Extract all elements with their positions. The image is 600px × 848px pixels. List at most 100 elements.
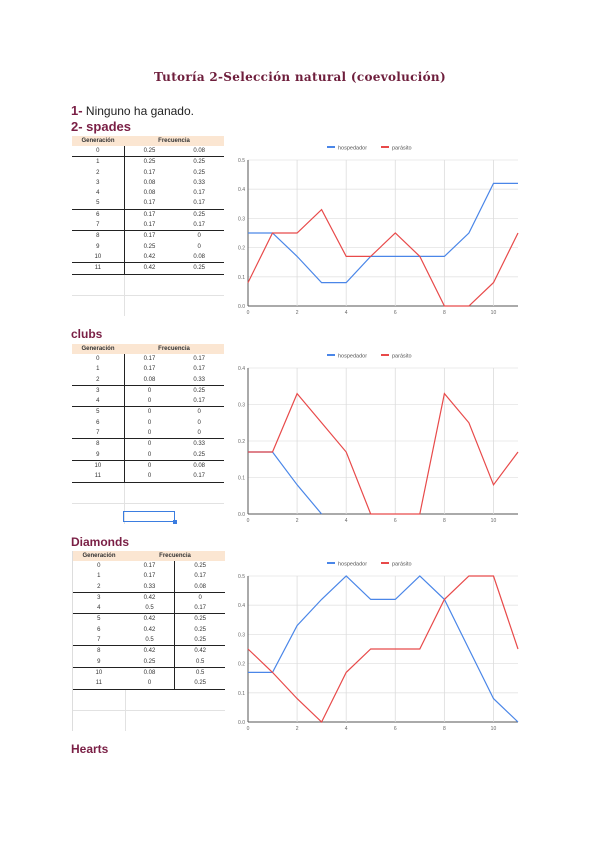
table-row: 2 0.08 0.33 [72, 374, 224, 385]
cell-parasite-frequency: 0.25 [174, 678, 225, 689]
cell-host-frequency: 0.17 [123, 220, 175, 231]
svg-text:0.0: 0.0 [238, 720, 245, 726]
svg-text:6: 6 [394, 518, 397, 524]
svg-text:0.1: 0.1 [238, 691, 245, 697]
svg-text:6: 6 [394, 726, 397, 732]
empty-row [73, 688, 225, 710]
cell-generation: 2 [96, 169, 100, 176]
svg-text:0.3: 0.3 [238, 216, 245, 222]
table-row: 5 0 0 [72, 406, 224, 418]
svg-text:0.1: 0.1 [238, 476, 245, 482]
cell-host-frequency: 0.5 [145, 605, 154, 612]
cell-parasite-frequency: 0.17 [193, 222, 205, 229]
table-row: 2 0.17 0.25 [72, 167, 224, 178]
cell-host-frequency: 0 [123, 449, 175, 460]
empty-row [72, 502, 224, 524]
header-frequency: Frecuencia [158, 346, 190, 352]
cell-generation: 8 [97, 648, 101, 655]
cell-generation: 1 [96, 159, 100, 166]
svg-text:hospedador: hospedador [338, 562, 367, 568]
cell-generation: 10 [94, 253, 102, 260]
table-row: 9 0.25 0 [72, 241, 224, 252]
table-row: 0 0.25 0.08 [72, 146, 224, 157]
table-row: 4 0.5 0.17 [73, 603, 225, 614]
svg-text:0.3: 0.3 [238, 403, 245, 409]
cell-parasite-frequency: 0.08 [193, 462, 205, 469]
table-row: 5 0.42 0.25 [73, 613, 225, 625]
cell-generation: 0 [97, 563, 101, 569]
table-row: 7 0.5 0.25 [73, 635, 225, 646]
cell-parasite-frequency: 0.17 [174, 571, 225, 582]
cell-generation: 5 [96, 200, 100, 207]
table-row: 5 0.17 0.17 [72, 198, 224, 209]
cell-generation: 9 [96, 451, 100, 458]
table-row: 8 0.42 0.42 [73, 645, 225, 657]
cell-parasite-frequency: 0.25 [174, 561, 225, 572]
cell-host-frequency: 0.42 [143, 594, 156, 601]
header-frequency: Frecuencia [158, 138, 190, 144]
section-title-hearts: Hearts [71, 742, 109, 756]
chart-legend: hospedador parásito [327, 354, 412, 360]
cell-generation: 11 [94, 473, 101, 480]
svg-text:4: 4 [345, 518, 348, 524]
cell-host-frequency: 0.17 [123, 198, 175, 209]
svg-text:hospedador: hospedador [338, 146, 367, 152]
section-title-clubs: clubs [71, 327, 103, 341]
table-row: 2 0.33 0.08 [73, 581, 225, 592]
table-row: 11 0.42 0.25 [72, 262, 224, 274]
cell-parasite-frequency: 0.33 [193, 179, 205, 186]
cell-parasite-frequency: 0.25 [193, 169, 205, 176]
cell-parasite-frequency: 0.42 [174, 646, 225, 657]
cell-host-frequency: 0.42 [123, 251, 175, 263]
cell-host-frequency: 0.17 [123, 167, 175, 178]
svg-text:4: 4 [345, 310, 348, 316]
series-line [247, 208, 519, 307]
cell-host-frequency: 0.08 [143, 669, 156, 676]
cell-host-frequency: 0 [123, 428, 175, 439]
cell-host-frequency: 0.25 [123, 157, 175, 168]
cell-host-frequency: 0.17 [123, 231, 175, 242]
cell-generation: 6 [97, 626, 101, 633]
cell-host-frequency: 0.25 [143, 658, 156, 665]
cell-generation: 5 [97, 616, 101, 623]
svg-text:4: 4 [345, 726, 348, 732]
empty-row [72, 273, 224, 295]
table-row: 6 0.42 0.25 [73, 624, 225, 636]
series-line [247, 575, 519, 723]
table-row: 8 0.17 0 [72, 230, 224, 242]
cell-host-frequency: 0.17 [123, 354, 175, 365]
clubs-chart: hospedador parásito 0.0 0.1 0.2 0.3 0.4 0 2 4 6 8 10 [230, 348, 520, 526]
svg-text:0: 0 [247, 518, 250, 524]
section-title-spades: 2- spades [71, 119, 131, 134]
cell-generation: 6 [96, 211, 100, 218]
cell-generation: 10 [95, 669, 103, 676]
empty-row [73, 709, 225, 731]
svg-text:0: 0 [247, 726, 250, 732]
cell-host-frequency: 0.5 [145, 637, 154, 644]
svg-text:parásito: parásito [392, 146, 412, 152]
table-row: 6 0 0 [72, 417, 224, 429]
cell-parasite-frequency: 0.25 [193, 451, 205, 458]
cell-parasite-frequency: 0.25 [193, 159, 205, 166]
cell-generation: 8 [96, 441, 100, 448]
cell-parasite-frequency: 0.08 [193, 148, 205, 154]
cell-generation: 6 [96, 419, 100, 426]
cell-host-frequency: 0.17 [123, 364, 175, 375]
cell-parasite-frequency: 0 [197, 243, 201, 250]
series-line [248, 451, 323, 515]
svg-text:0.4: 0.4 [238, 187, 245, 193]
svg-text:0.2: 0.2 [238, 662, 245, 668]
svg-text:parásito: parásito [392, 354, 412, 360]
table-row: 0 0.17 0.25 [73, 561, 225, 572]
cell-parasite-frequency: 0.17 [193, 366, 205, 373]
cell-parasite-frequency: 0.08 [193, 253, 205, 260]
cell-generation: 4 [97, 605, 101, 612]
cell-parasite-frequency: 0.08 [174, 581, 225, 592]
cell-generation: 0 [96, 148, 100, 154]
svg-text:10: 10 [491, 726, 497, 732]
svg-text:10: 10 [491, 310, 497, 316]
svg-text:hospedador: hospedador [338, 354, 367, 360]
cell-generation: 3 [96, 387, 100, 394]
cell-generation: 5 [96, 409, 100, 416]
selected-cell[interactable] [123, 511, 177, 524]
